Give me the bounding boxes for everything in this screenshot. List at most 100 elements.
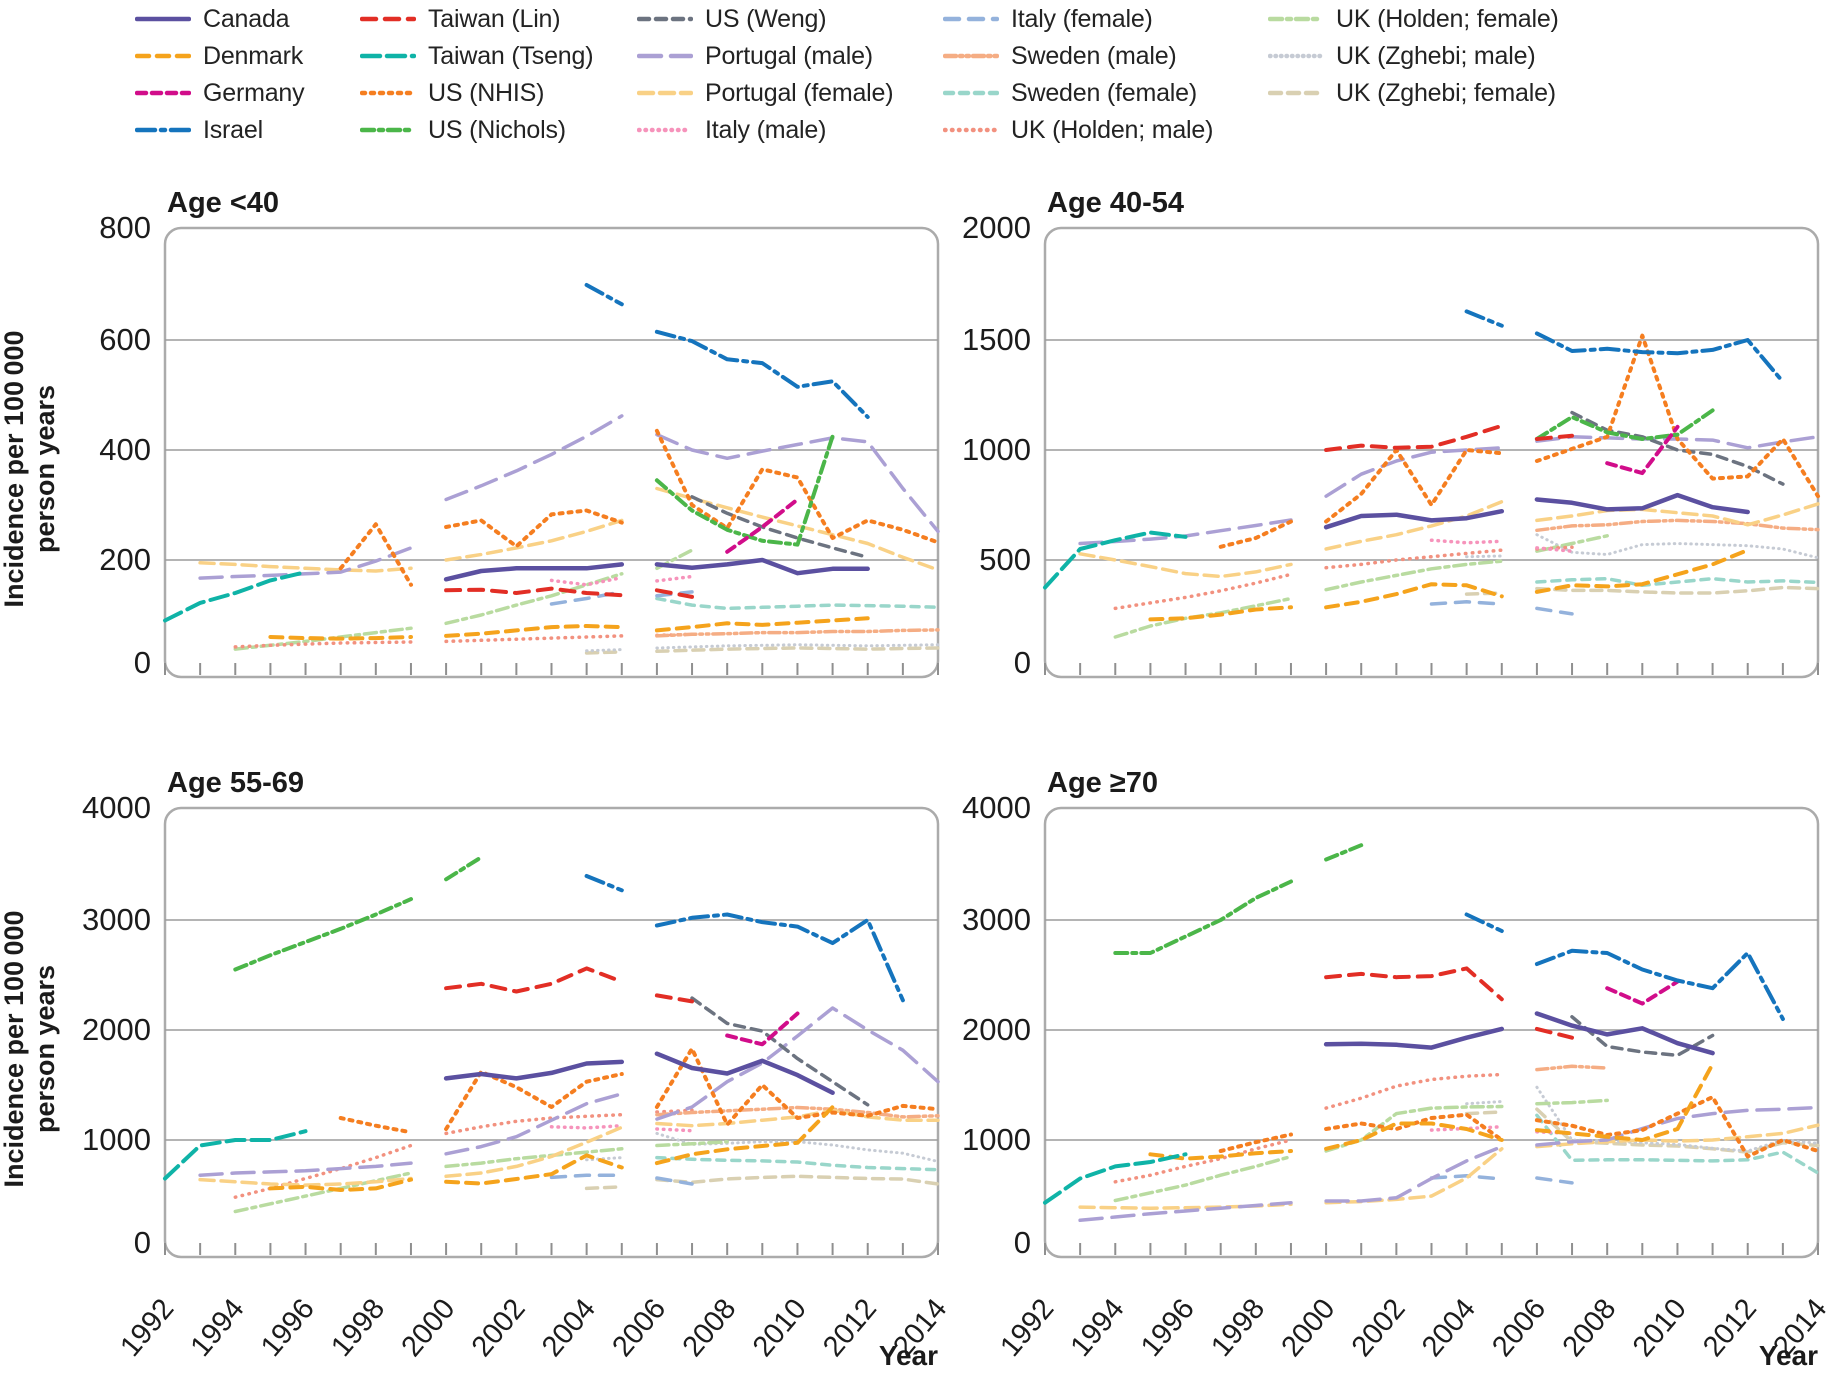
x-tick-label: 1992 xyxy=(114,1293,180,1363)
series-israel xyxy=(654,912,905,1003)
series-us_weng xyxy=(1570,1015,1715,1058)
series-denmark xyxy=(654,616,870,633)
legend-line-sample-us_nichols xyxy=(360,127,416,133)
series-us_weng xyxy=(690,996,870,1107)
series-taiwan_tseng xyxy=(1043,1152,1188,1205)
series-us_nhis xyxy=(654,428,940,545)
legend-line-sample-sweden_f xyxy=(943,90,999,96)
legend-line-sample-uk_zghebi_f xyxy=(1268,90,1324,96)
series-uk_holden_f xyxy=(1113,1154,1293,1203)
series-germany xyxy=(725,1011,800,1047)
series-portugal_m xyxy=(1324,446,1504,498)
legend-item-us_nichols: US (Nichols) xyxy=(360,113,566,147)
legend-item-label: Italy (female) xyxy=(1011,4,1153,33)
series-sweden_f xyxy=(1535,576,1820,588)
series-italy_m xyxy=(1535,546,1574,553)
series-uk_zghebi_f xyxy=(655,646,940,654)
x-tick-label: 2004 xyxy=(1416,1293,1482,1363)
legend-line-sample-taiwan_tseng xyxy=(360,53,416,59)
series-us_nhis xyxy=(1324,448,1504,524)
legend-item-label: US (Nichols) xyxy=(428,115,566,144)
legend-item-label: Israel xyxy=(203,115,263,144)
legend-item-taiwan_lin: Taiwan (Lin) xyxy=(360,2,561,36)
series-canada xyxy=(1534,492,1750,515)
legend-line-sample-israel xyxy=(135,127,191,133)
legend-item-germany: Germany xyxy=(135,76,305,110)
legend-item-label: US (Weng) xyxy=(705,4,827,33)
series-sweden_m xyxy=(1535,518,1820,533)
series-uk_zghebi_m xyxy=(1535,533,1820,560)
series-us_nichols xyxy=(654,434,835,547)
series-canada xyxy=(1323,508,1505,530)
series-portugal_m xyxy=(655,432,940,534)
legend-item-label: Portugal (male) xyxy=(705,41,873,70)
series-denmark xyxy=(654,1105,835,1166)
series-sweden_f xyxy=(655,1155,940,1172)
legend-line-sample-italy_f xyxy=(943,16,999,22)
series-uk_zghebi_m xyxy=(585,1156,624,1162)
legend-item-us_weng: US (Weng) xyxy=(637,2,827,36)
series-portugal_m xyxy=(655,1006,940,1121)
series-denmark xyxy=(268,1177,413,1192)
y-tick-label: 400 xyxy=(99,432,151,467)
legend-item-italy_m: Italy (male) xyxy=(637,113,826,147)
series-sweden_m xyxy=(1535,1064,1609,1072)
series-portugal_f xyxy=(1324,1147,1504,1205)
x-tick-label: 2002 xyxy=(1346,1293,1412,1363)
series-sweden_f xyxy=(655,596,940,611)
series-uk_holden_m xyxy=(444,1112,624,1136)
series-uk_holden_m xyxy=(655,1108,694,1114)
legend-item-israel: Israel xyxy=(135,113,263,147)
series-israel xyxy=(1534,331,1785,384)
series-uk_zghebi_f xyxy=(1535,585,1820,595)
series-us_nichols xyxy=(1324,843,1364,862)
x-tick-label: 2006 xyxy=(606,1293,672,1363)
series-uk_holden_m xyxy=(233,640,413,649)
panel-1: 0 500 1000 1500 2000 Age 40-54 xyxy=(962,187,1820,680)
series-portugal_m xyxy=(444,1092,624,1156)
series-canada xyxy=(443,562,625,582)
legend-line-sample-germany xyxy=(135,90,191,96)
series-taiwan_tseng xyxy=(163,570,308,623)
legend-item-label: Sweden (female) xyxy=(1011,78,1197,107)
legend-item-italy_f: Italy (female) xyxy=(943,2,1153,36)
series-italy_f xyxy=(1535,1176,1574,1185)
legend-item-portugal_m: Portugal (male) xyxy=(637,39,873,73)
series-portugal_f xyxy=(655,486,940,572)
x-tick-label: 1996 xyxy=(255,1293,321,1363)
series-denmark xyxy=(1534,548,1750,594)
legend-line-sample-italy_m xyxy=(637,127,693,133)
legend-item-denmark: Denmark xyxy=(135,39,303,73)
series-italy_m xyxy=(655,574,694,583)
legend-item-canada: Canada xyxy=(135,2,290,36)
series-portugal_m xyxy=(1535,1105,1820,1147)
series-us_weng xyxy=(690,495,870,560)
panel-title: Age 40-54 xyxy=(1047,187,1184,219)
series-italy_m xyxy=(655,1127,694,1133)
legend-item-label: Taiwan (Tseng) xyxy=(428,41,594,70)
series-uk_holden_m xyxy=(1113,572,1293,611)
legend-item-label: Portugal (female) xyxy=(705,78,894,107)
series-portugal_m xyxy=(444,414,624,502)
plot-frame xyxy=(163,806,940,1259)
series-uk_zghebi_f xyxy=(1464,1110,1504,1116)
series-taiwan_lin xyxy=(1324,966,1504,1002)
series-uk_holden_m xyxy=(1324,548,1504,570)
y-tick-label: 500 xyxy=(979,542,1031,577)
series-denmark xyxy=(444,1153,624,1186)
legend-line-sample-uk_holden_m xyxy=(943,127,999,133)
legend-item-label: US (NHIS) xyxy=(428,78,545,107)
series-sweden_f xyxy=(1535,1113,1820,1175)
x-tick-label: 2008 xyxy=(1557,1293,1623,1363)
y-tick-label: 600 xyxy=(99,322,151,357)
plot-frame xyxy=(163,226,940,679)
x-axis-title-right: Year xyxy=(1758,1340,1818,1371)
series-israel xyxy=(1534,948,1785,1021)
y-tick-label: 1000 xyxy=(962,1122,1031,1157)
legend-item-label: UK (Zghebi; female) xyxy=(1336,78,1556,107)
series-germany xyxy=(1605,424,1680,476)
series-denmark xyxy=(1324,582,1504,610)
series-us_nichols xyxy=(233,897,413,972)
y-tick-label: 200 xyxy=(99,542,151,577)
